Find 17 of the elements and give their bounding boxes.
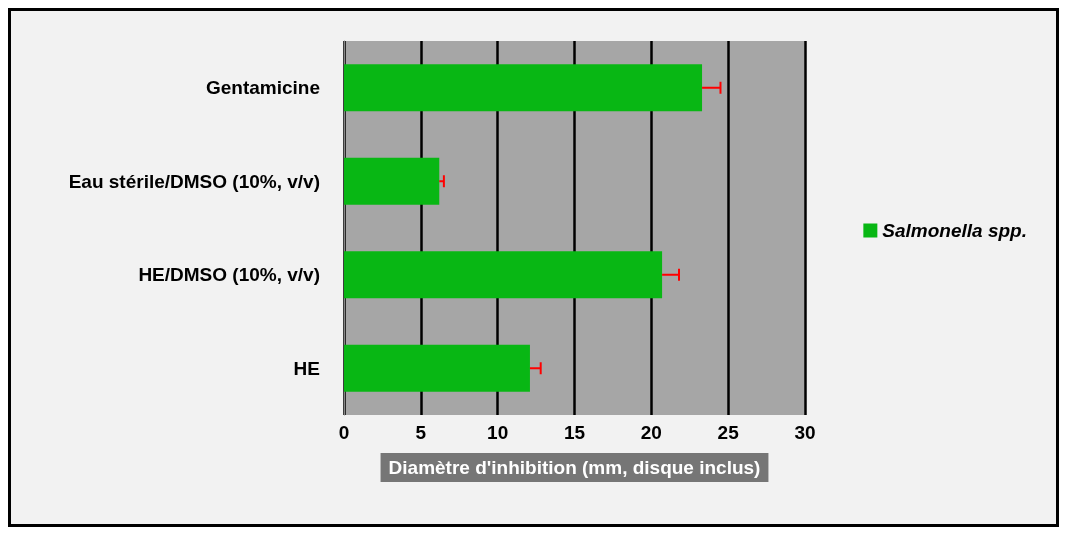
legend-label: Salmonella spp. xyxy=(882,220,1027,241)
x-tick-label: 10 xyxy=(487,422,509,443)
x-tick-label: 0 xyxy=(338,422,350,443)
x-tick-label: 25 xyxy=(717,422,740,443)
bar xyxy=(344,251,663,299)
x-tick-label: 15 xyxy=(563,422,586,443)
bar xyxy=(344,64,703,112)
x-tick-label: 5 xyxy=(415,422,427,443)
y-tick-label: HE/DMSO (10%, v/v) xyxy=(138,264,320,286)
bar xyxy=(344,157,440,205)
bar xyxy=(344,344,530,392)
y-tick-label: HE xyxy=(293,357,320,379)
y-tick-label: Eau stérile/DMSO (10%, v/v) xyxy=(68,170,320,192)
x-axis-title: Diamètre d'inhibition (mm, disque inclus) xyxy=(388,457,761,478)
y-tick-label: Gentamicine xyxy=(205,77,320,99)
x-tick-label: 30 xyxy=(794,422,816,443)
x-tick-label: 20 xyxy=(640,422,662,443)
